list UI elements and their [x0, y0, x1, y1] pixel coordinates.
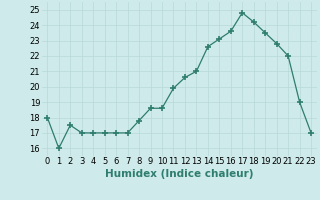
X-axis label: Humidex (Indice chaleur): Humidex (Indice chaleur) [105, 169, 253, 179]
